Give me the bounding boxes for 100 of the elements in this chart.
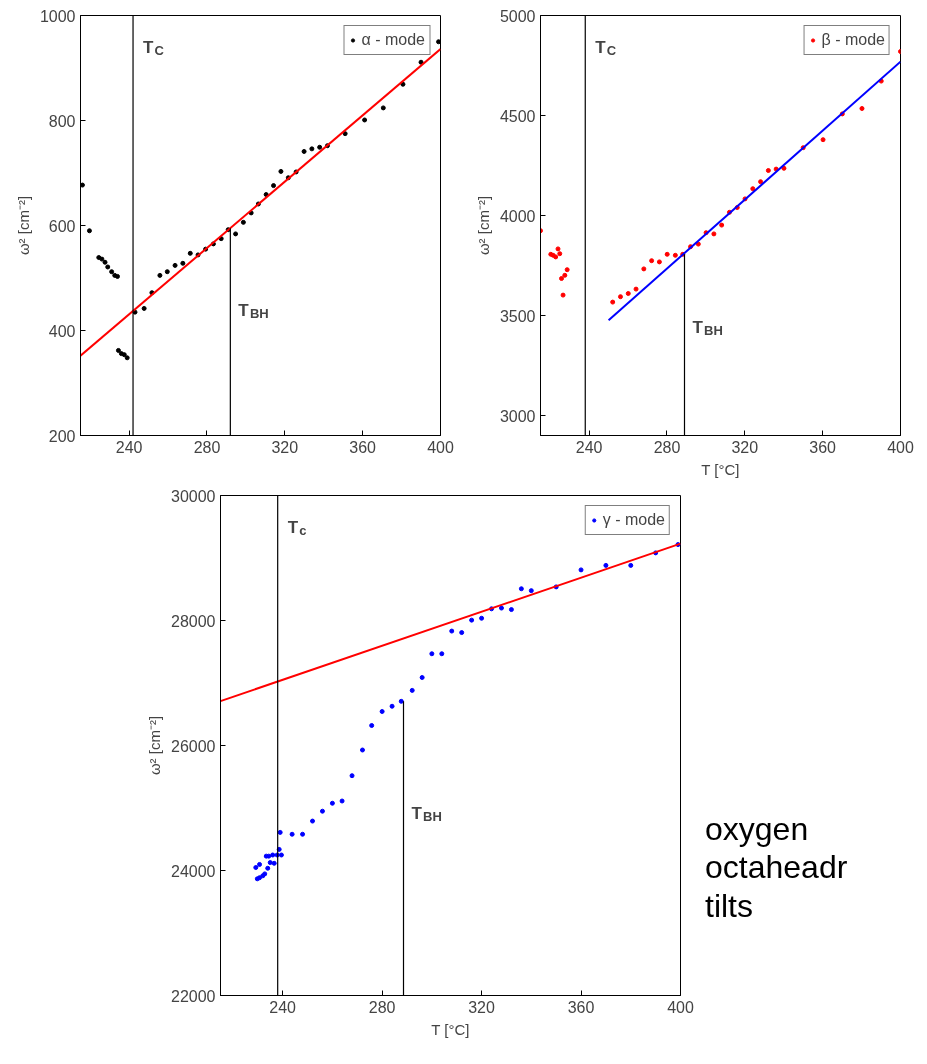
point	[560, 292, 566, 298]
point	[277, 829, 283, 835]
point	[436, 39, 441, 45]
point	[439, 651, 445, 657]
point	[278, 852, 284, 858]
point	[656, 259, 662, 265]
y-tick-label: 4500	[499, 107, 536, 125]
point	[555, 246, 561, 252]
point	[562, 272, 568, 278]
point	[409, 687, 415, 693]
point	[271, 183, 277, 189]
point	[528, 588, 534, 594]
point	[711, 231, 717, 237]
point	[362, 117, 368, 123]
point	[379, 709, 385, 714]
point	[339, 798, 345, 804]
point	[859, 106, 865, 111]
y-tick-label: 800	[48, 112, 76, 130]
point	[157, 272, 163, 278]
point	[102, 259, 108, 265]
point	[617, 294, 623, 300]
y-axis-title: ω² [cm⁻²]	[14, 195, 32, 256]
point	[319, 808, 325, 814]
y-tick-label: 5000	[499, 7, 536, 25]
point	[469, 617, 475, 623]
point	[389, 703, 395, 709]
point	[317, 144, 323, 150]
x-tick-label: 280	[368, 998, 396, 1016]
point	[820, 137, 826, 143]
point	[141, 305, 147, 311]
point	[99, 256, 105, 262]
point	[359, 747, 365, 753]
point	[164, 269, 170, 275]
point	[449, 628, 455, 634]
y-tick-label: 1000	[39, 7, 76, 25]
y-tick-label: 200	[48, 427, 76, 445]
point	[172, 262, 178, 268]
point	[695, 241, 701, 247]
point	[398, 698, 404, 704]
legend-label: γ - mode	[602, 510, 665, 530]
point	[400, 81, 406, 87]
point	[300, 831, 306, 837]
point	[559, 276, 565, 281]
point	[329, 800, 335, 806]
point	[518, 586, 524, 592]
x-axis-title: T [°C]	[701, 460, 740, 478]
point	[257, 861, 263, 867]
x-tick-label: 320	[731, 438, 759, 456]
point	[628, 562, 634, 568]
y-tick-label: 26000	[171, 737, 216, 755]
point	[625, 291, 631, 296]
point	[633, 286, 639, 292]
point	[301, 148, 307, 154]
x-tick-label: 280	[653, 438, 681, 456]
x-tick-label: 320	[271, 438, 299, 456]
point	[498, 605, 504, 611]
point	[105, 264, 111, 270]
point	[765, 168, 771, 173]
point	[253, 865, 259, 870]
y-axis-title: ω² [cm⁻²]	[146, 715, 164, 776]
point	[781, 165, 787, 171]
point	[80, 182, 85, 188]
point	[419, 675, 425, 680]
text: oxygen octaheadr tilts	[705, 810, 848, 926]
y-tick-label: 3000	[499, 407, 536, 425]
point	[369, 723, 375, 728]
point	[310, 818, 315, 824]
point	[418, 59, 424, 65]
point	[233, 231, 239, 237]
point	[180, 260, 186, 266]
point	[750, 186, 756, 192]
legend-label: α - mode	[361, 30, 425, 50]
point	[265, 865, 271, 871]
point	[276, 846, 282, 852]
y-tick-label: 28000	[171, 612, 216, 630]
point	[349, 773, 355, 779]
point	[342, 131, 348, 137]
point	[187, 250, 193, 256]
point	[124, 355, 130, 361]
point	[380, 105, 386, 111]
y-tick-label: 24000	[171, 862, 216, 880]
point	[240, 219, 246, 225]
point	[86, 228, 92, 234]
legend-label: β - mode	[821, 30, 885, 50]
x-axis-title: T [°C]	[431, 1020, 470, 1038]
point	[96, 255, 102, 261]
y-axis-title: ω² [cm⁻²]	[474, 195, 492, 256]
y-tick-label: 4000	[499, 207, 536, 225]
point	[672, 252, 678, 258]
x-tick-label: 240	[115, 438, 143, 456]
point	[267, 860, 273, 866]
point	[578, 567, 584, 573]
y-tick-label: 600	[48, 217, 76, 235]
point	[564, 267, 570, 273]
point	[641, 266, 647, 272]
point	[557, 251, 563, 257]
x-tick-label: 280	[193, 438, 221, 456]
x-tick-label: 360	[349, 438, 377, 456]
point	[459, 630, 465, 636]
point	[664, 251, 670, 257]
